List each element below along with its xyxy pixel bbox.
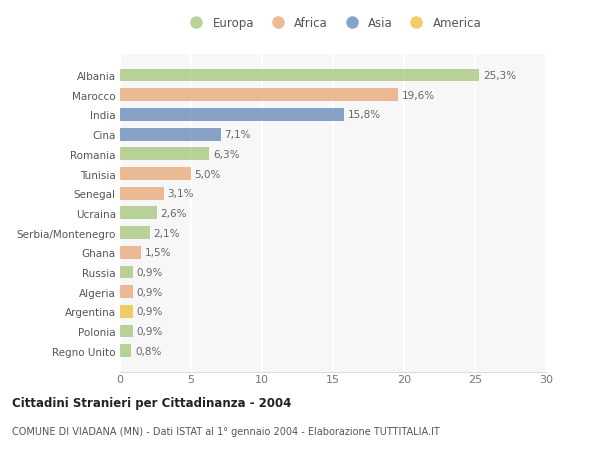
Bar [120,187,164,200]
Text: 15,8%: 15,8% [348,110,381,120]
Bar [120,325,133,338]
Text: 1,5%: 1,5% [145,248,172,258]
Text: 3,1%: 3,1% [167,189,194,199]
Bar [120,305,133,318]
Text: 0,9%: 0,9% [136,307,163,317]
Bar [120,227,150,240]
Bar [120,168,191,180]
Bar [120,266,133,279]
Text: 0,9%: 0,9% [136,326,163,336]
Bar [120,285,133,298]
Text: 25,3%: 25,3% [483,71,516,81]
Text: 6,3%: 6,3% [213,150,239,159]
Bar [120,129,221,141]
Text: Cittadini Stranieri per Cittadinanza - 2004: Cittadini Stranieri per Cittadinanza - 2… [12,396,292,409]
Legend: Europa, Africa, Asia, America: Europa, Africa, Asia, America [184,17,482,29]
Bar [120,69,479,82]
Text: 0,8%: 0,8% [135,346,161,356]
Bar [120,89,398,102]
Text: 7,1%: 7,1% [224,130,251,140]
Bar [120,246,142,259]
Text: 2,1%: 2,1% [154,228,180,238]
Text: 0,9%: 0,9% [136,287,163,297]
Bar [120,109,344,122]
Bar [120,207,157,220]
Text: 0,9%: 0,9% [136,268,163,277]
Bar [120,345,131,358]
Text: 2,6%: 2,6% [160,208,187,218]
Text: COMUNE DI VIADANA (MN) - Dati ISTAT al 1° gennaio 2004 - Elaborazione TUTTITALIA: COMUNE DI VIADANA (MN) - Dati ISTAT al 1… [12,426,440,436]
Text: 5,0%: 5,0% [194,169,221,179]
Bar [120,148,209,161]
Text: 19,6%: 19,6% [402,90,435,101]
